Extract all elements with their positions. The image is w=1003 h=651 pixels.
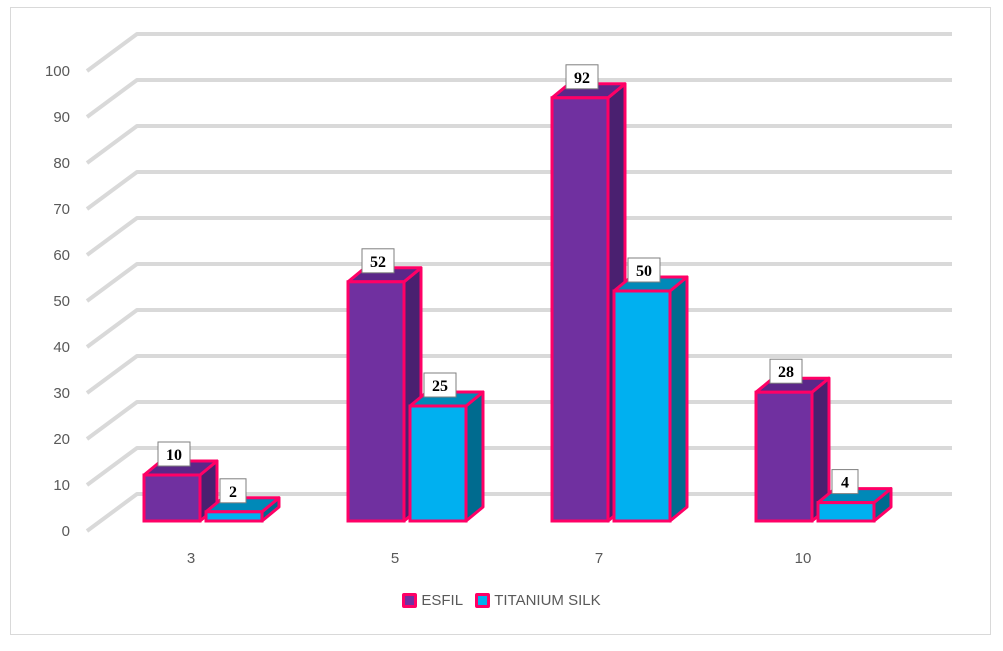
y-tick-label: 70 bbox=[53, 201, 70, 218]
gridline bbox=[85, 216, 952, 257]
bar-side bbox=[464, 390, 485, 523]
data-label: 2 bbox=[229, 484, 237, 501]
data-label-box bbox=[361, 248, 395, 274]
gridline bbox=[85, 170, 952, 211]
data-label-box bbox=[219, 478, 247, 504]
chart-legend: ESFIL TITANIUM SILK bbox=[0, 592, 1003, 612]
gridline bbox=[85, 308, 952, 349]
data-label: 92 bbox=[574, 70, 590, 87]
data-label: 28 bbox=[778, 364, 794, 381]
bar-front bbox=[754, 390, 814, 523]
bar-front bbox=[612, 289, 672, 523]
legend-swatch-titanium-silk bbox=[475, 593, 491, 608]
bar bbox=[346, 266, 423, 523]
x-tick-label: 7 bbox=[595, 550, 603, 567]
bar-side bbox=[668, 275, 689, 523]
y-tick-label: 30 bbox=[53, 385, 70, 402]
y-tick-label: 90 bbox=[53, 109, 70, 126]
bar-front bbox=[408, 404, 468, 523]
y-tick-label: 50 bbox=[53, 293, 70, 310]
data-label: 4 bbox=[841, 475, 849, 492]
data-label-box bbox=[769, 358, 803, 384]
data-label-box bbox=[565, 64, 599, 90]
data-label-box bbox=[423, 372, 457, 398]
gridline bbox=[85, 124, 952, 165]
bar-front bbox=[204, 510, 264, 523]
bar-front bbox=[346, 280, 406, 523]
data-label: 52 bbox=[370, 254, 386, 271]
data-label: 25 bbox=[432, 378, 448, 395]
legend-label-esfil: ESFIL bbox=[421, 592, 464, 609]
legend-label-titanium-silk: TITANIUM SILK bbox=[494, 592, 601, 609]
data-label: 10 bbox=[166, 447, 182, 464]
y-tick-label: 60 bbox=[53, 247, 70, 264]
bar-front bbox=[550, 96, 610, 523]
y-tick-label: 10 bbox=[53, 477, 70, 494]
chart-frame bbox=[10, 7, 991, 635]
gridline bbox=[85, 32, 952, 73]
data-label-box bbox=[157, 441, 191, 467]
data-label-box bbox=[831, 469, 859, 495]
y-tick-label: 20 bbox=[53, 431, 70, 448]
bars: 10 2 52 25 92 50 28 4 bbox=[142, 64, 893, 523]
bar bbox=[816, 487, 893, 523]
x-tick-label: 10 bbox=[795, 550, 812, 567]
data-label: 50 bbox=[636, 263, 652, 280]
bar bbox=[612, 275, 689, 523]
legend-item-esfil[interactable]: ESFIL bbox=[402, 592, 463, 609]
bar-front bbox=[816, 501, 876, 523]
y-tick-label: 40 bbox=[53, 339, 70, 356]
y-tick-label: 80 bbox=[53, 155, 70, 172]
x-tick-label: 3 bbox=[187, 550, 195, 567]
gridline bbox=[85, 78, 952, 119]
bar bbox=[754, 376, 831, 523]
bar bbox=[408, 390, 485, 523]
x-tick-label: 5 bbox=[391, 550, 399, 567]
bar-front bbox=[142, 473, 202, 523]
legend-item-titanium-silk[interactable]: TITANIUM SILK bbox=[475, 592, 601, 609]
gridline bbox=[85, 262, 952, 303]
y-tick-label: 100 bbox=[45, 63, 70, 80]
data-label-box bbox=[627, 257, 661, 283]
legend-swatch-esfil bbox=[402, 593, 418, 608]
y-tick-label: 0 bbox=[62, 523, 70, 540]
bar bbox=[204, 496, 281, 523]
